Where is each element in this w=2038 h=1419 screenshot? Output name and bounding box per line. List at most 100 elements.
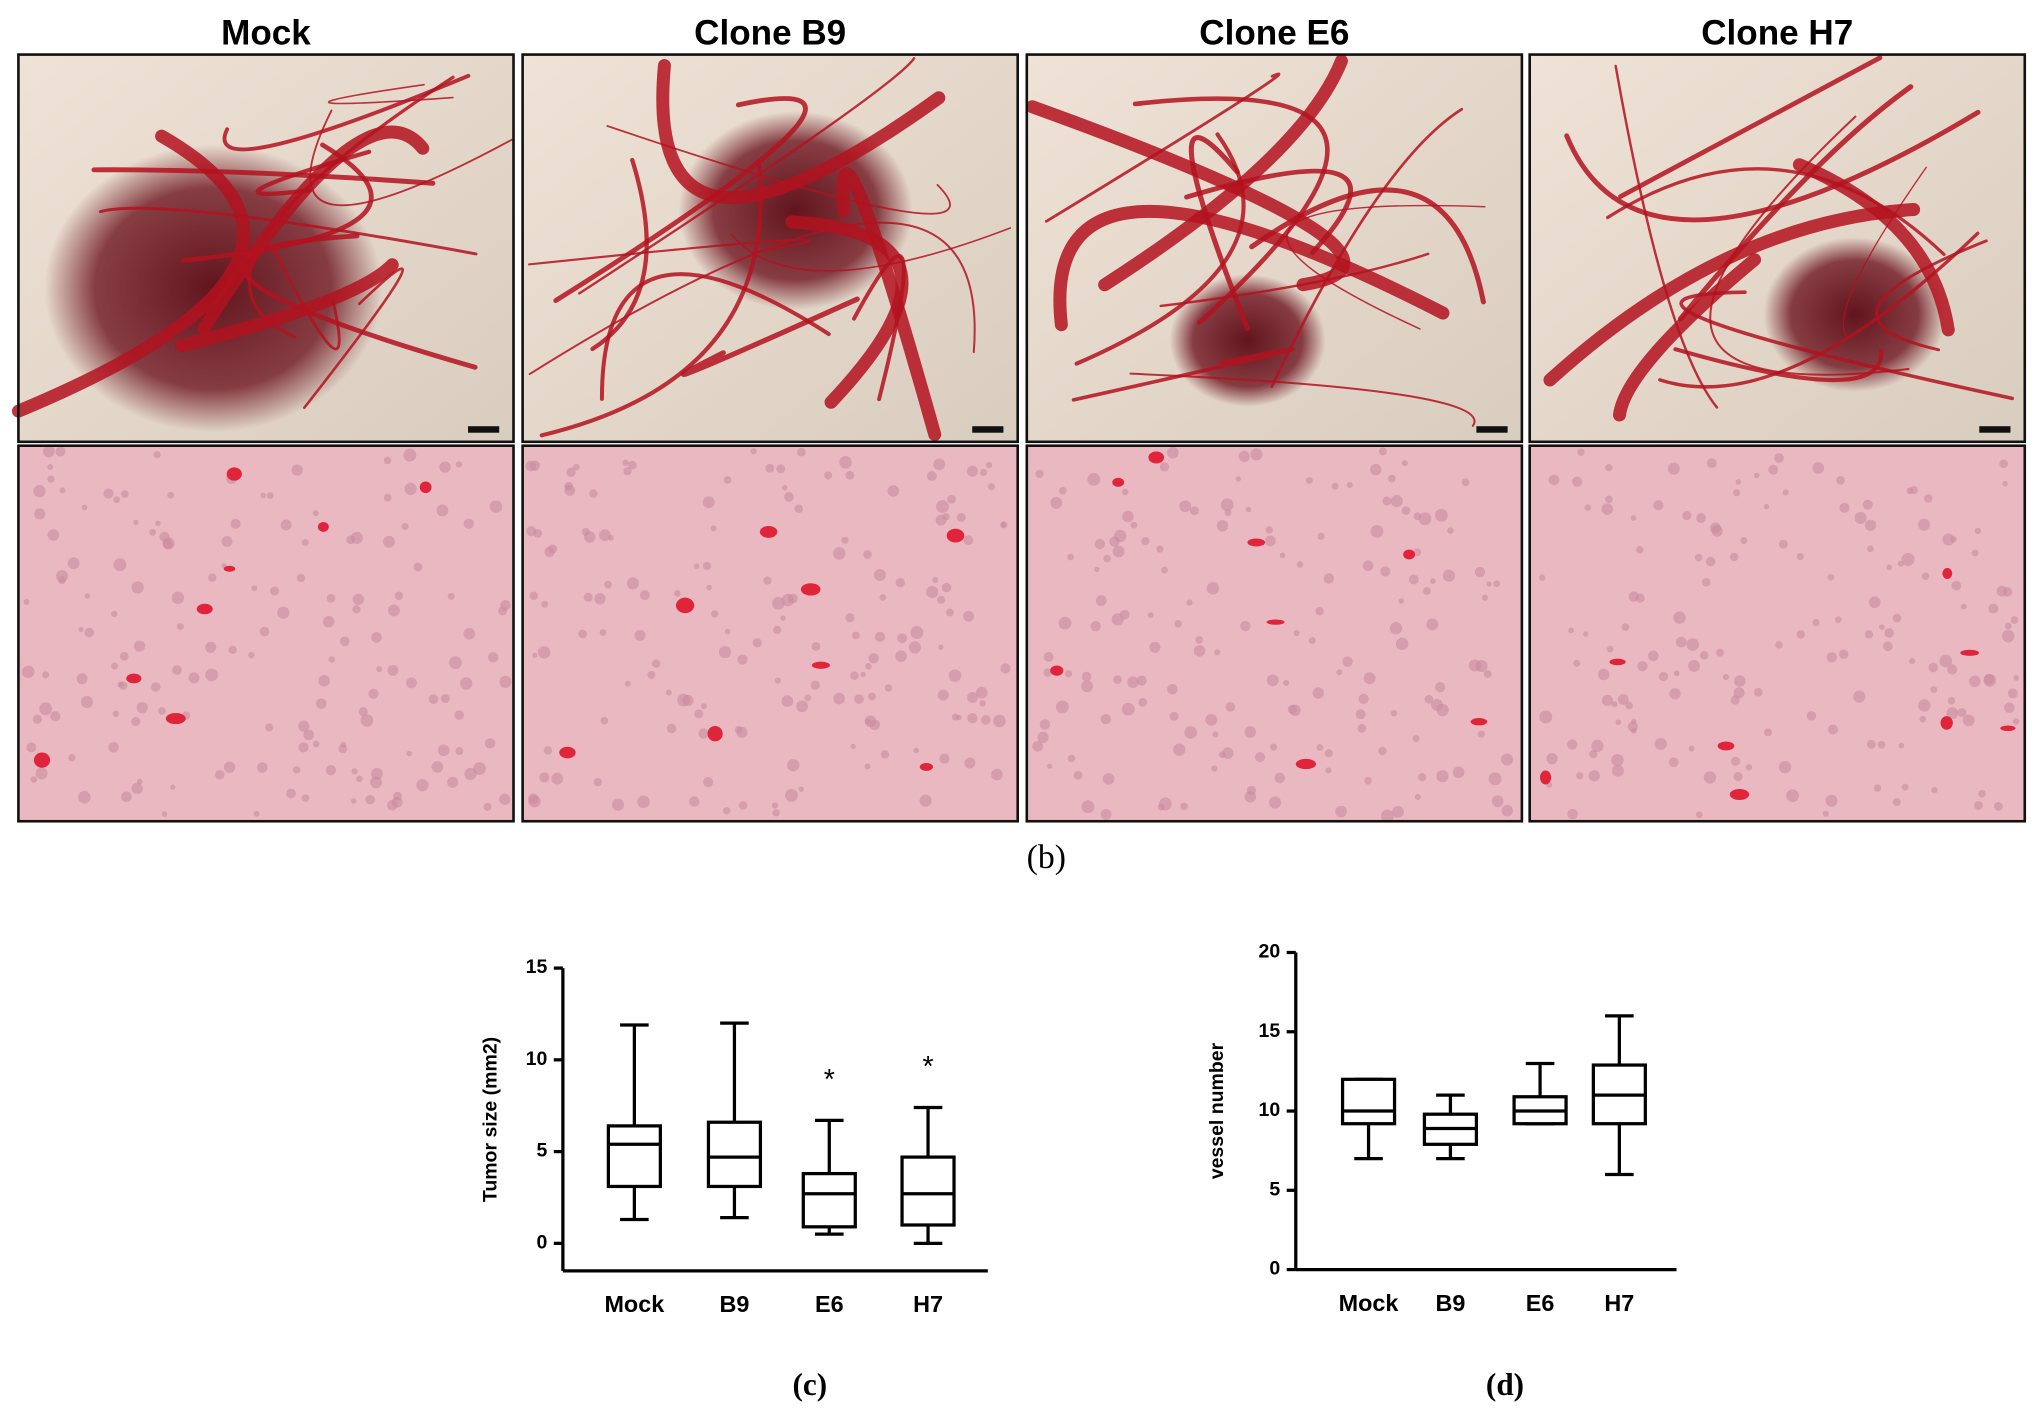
cell [1050,497,1063,509]
cell [1355,709,1366,720]
photo-frame [17,53,515,444]
cell [932,576,939,583]
cell [32,714,42,724]
blood-cell [126,673,142,684]
cell [868,692,876,701]
cell [1244,726,1257,738]
cell [852,631,860,640]
cell [811,641,821,651]
cell [879,594,887,601]
cell [1094,566,1100,573]
blood-cell [946,528,965,543]
cell [1892,798,1901,807]
vessel [1618,55,1883,199]
cell [365,794,375,805]
vessel [309,109,513,207]
cell [119,651,129,661]
cell [1884,628,1894,638]
cell [256,762,268,773]
cell [1283,679,1290,686]
cell [499,675,512,688]
cell [1654,737,1667,751]
cell [1370,525,1384,538]
cell [833,692,845,705]
blood-cell [317,521,329,532]
cell [26,742,37,753]
blood-cell [1403,549,1416,560]
cell [1873,784,1882,792]
vessel [836,167,942,441]
cell [1962,714,1975,727]
cell [298,720,310,732]
vessel [1543,203,1921,387]
box [606,1124,662,1189]
vessel [1132,96,1330,325]
cell [1740,536,1748,544]
cell [784,492,794,502]
cell [1482,594,1489,601]
cell [1174,620,1182,628]
cell [1270,743,1278,751]
cell [301,794,310,802]
blood-cell [1942,567,1953,579]
cell [1094,538,1106,550]
cell [1264,535,1276,547]
cell [541,600,549,608]
cell [1951,580,1962,591]
cell [1686,638,1700,651]
cell [1279,552,1286,559]
cell [1408,574,1419,585]
cell [785,789,798,802]
cell [2004,622,2012,630]
cell [1898,742,1905,749]
cell [171,591,185,604]
blood-cell [707,726,723,742]
cell [1418,773,1427,782]
cell [1501,804,1513,817]
cell [301,539,309,547]
cell [447,776,459,788]
vessel [1159,252,1430,308]
cell [1161,566,1168,574]
cell [1901,783,1909,791]
vessel [1044,72,1281,223]
cell [771,802,779,809]
cell [1486,581,1492,587]
cell [1381,809,1394,823]
cell [1699,651,1709,660]
cell [459,677,473,690]
cell [702,496,715,509]
cell [910,626,924,639]
cell [1167,683,1178,695]
cell [1412,735,1420,743]
vessel [730,227,1012,272]
cell [1179,500,1192,513]
cell [133,519,139,525]
vessel [328,83,454,105]
cell [394,591,404,601]
cell [1879,624,1885,630]
box [900,1155,956,1227]
cell [1037,731,1049,743]
cell [551,772,564,785]
cell [1055,700,1069,714]
cell [167,491,175,499]
cell [440,694,450,704]
cell [326,593,336,603]
cell [1546,753,1558,765]
cell [1548,474,1560,486]
cell [993,714,1006,728]
y-axis-label: vessel number [1206,1042,1228,1179]
scale-bar [972,426,1004,433]
cell [1122,488,1129,496]
cell [2010,616,2019,624]
cell [248,652,255,659]
blood-cell [1470,717,1488,726]
cell [623,467,632,476]
cell [976,686,988,699]
cell [937,689,949,701]
cell [895,650,907,662]
cell [1786,789,1799,803]
cell [2013,675,2019,681]
